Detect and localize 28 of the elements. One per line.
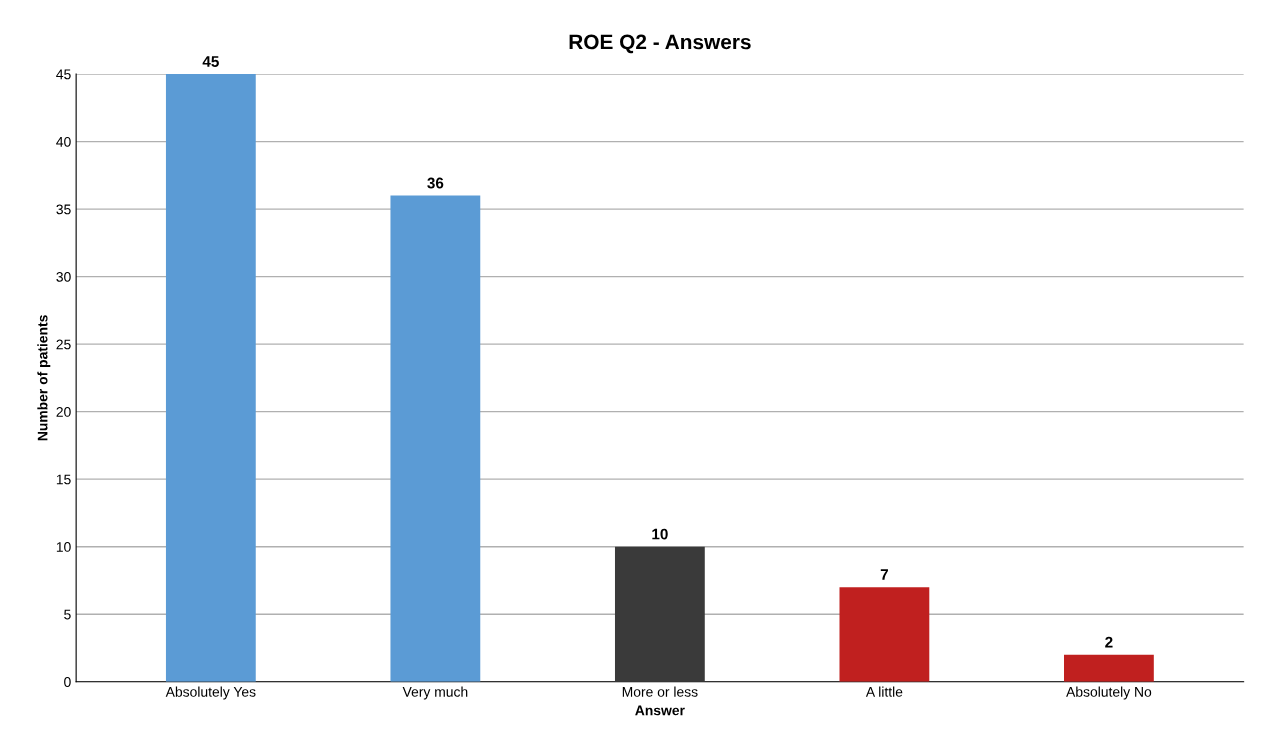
data-label: 36: [427, 177, 444, 189]
x-tick-label: Absolutely Yes: [165, 686, 256, 700]
y-tick-label: 20: [56, 407, 71, 417]
bar: [390, 195, 481, 682]
y-tick-label: 45: [56, 69, 71, 80]
x-axis-title: Answer: [635, 705, 685, 716]
x-tick-label: More or less: [622, 686, 698, 697]
y-tick-label: 40: [56, 136, 71, 147]
bar: [614, 546, 705, 682]
y-axis-title: Number of patients: [37, 315, 51, 441]
data-label: 7: [880, 569, 888, 580]
y-tick-label: 30: [56, 271, 71, 282]
x-tick-label: A little: [865, 686, 903, 697]
y-tick-label: 15: [56, 474, 71, 485]
x-tick-label: Very much: [402, 686, 468, 700]
y-tick-label: 25: [56, 339, 71, 350]
x-tick-label: Absolutely No: [1066, 686, 1152, 700]
bar: [1064, 654, 1154, 682]
data-label: 45: [202, 56, 219, 67]
bar: [165, 74, 256, 682]
y-tick-label: 10: [56, 542, 71, 552]
data-label: 10: [652, 528, 668, 540]
y-tick-label: 5: [64, 609, 71, 620]
bar: [839, 587, 930, 682]
y-tick-label: 35: [56, 204, 71, 215]
y-tick-label: 0: [64, 677, 71, 687]
data-label: 2: [1105, 636, 1113, 648]
chart-title: ROE Q2 - Answers: [569, 34, 751, 54]
